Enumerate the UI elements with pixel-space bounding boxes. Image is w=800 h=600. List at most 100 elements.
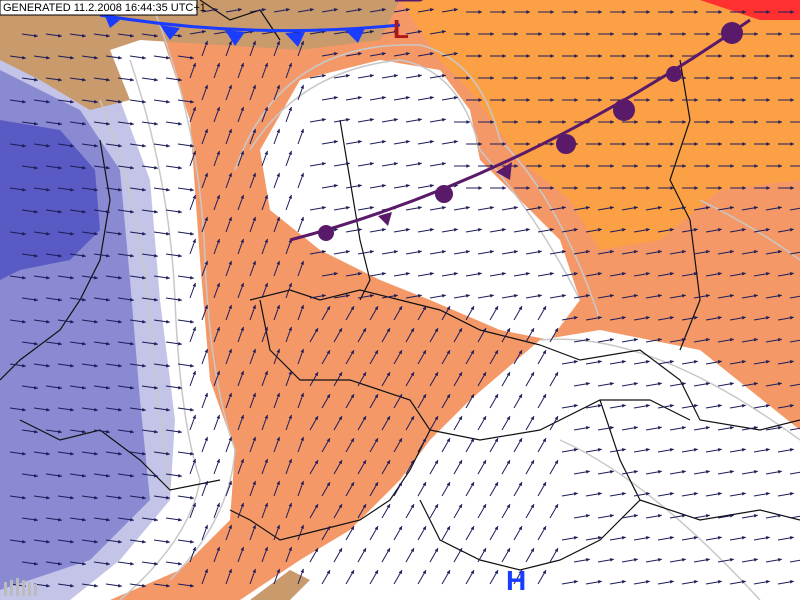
wind-arrow-head	[190, 319, 194, 324]
wind-arrow-head	[228, 128, 232, 133]
wind-arrow-head	[237, 8, 242, 12]
wind-arrow-head	[276, 216, 280, 221]
wind-arrow-head	[216, 502, 220, 507]
wind-arrow-head	[333, 52, 338, 56]
wind-arrow-head	[228, 568, 232, 573]
brown-region	[0, 0, 400, 110]
wind-arrow-head	[501, 228, 506, 232]
wind-arrow-head	[82, 341, 86, 346]
wind-arrow-head	[542, 350, 546, 355]
wind-arrow-head	[441, 294, 446, 298]
wind-arrow-head	[622, 54, 626, 58]
wind-arrow-head	[204, 348, 208, 353]
wind-arrow-head	[693, 580, 698, 584]
wind-arrow-head	[362, 548, 366, 553]
wind-arrow-head	[765, 448, 770, 452]
wind-arrow-head	[216, 326, 220, 331]
wind-arrow-head	[621, 536, 626, 540]
wind-arrow-head	[70, 407, 74, 412]
wind-arrow-head	[166, 539, 170, 544]
wind-arrow-head	[458, 460, 462, 465]
wind-arrow-head	[70, 55, 74, 60]
wind-arrow-head	[502, 98, 506, 102]
wind-arrow-head	[669, 448, 674, 452]
wind-arrow-head	[34, 165, 38, 170]
wind-arrow-head	[694, 98, 698, 102]
wind-arrow-head	[398, 306, 402, 311]
wind-arrow-head	[705, 426, 710, 430]
wind-arrow-head	[252, 172, 256, 177]
wind-arrow-head	[502, 186, 506, 190]
wind-arrow-head	[142, 451, 146, 456]
wind-arrow-head	[228, 260, 232, 265]
wind-arrow-head	[609, 294, 614, 298]
wind-arrow-head	[561, 250, 566, 254]
wind-arrow-head	[178, 473, 182, 478]
wind-arrow	[789, 559, 800, 563]
wind-arrow-head	[70, 231, 74, 236]
wind-arrow-head	[405, 96, 410, 100]
wind-arrow-head	[633, 514, 638, 518]
wind-arrow-head	[58, 165, 62, 170]
wind-arrow-head	[374, 306, 378, 311]
wind-arrow-head	[765, 316, 770, 320]
wind-arrow-head	[405, 8, 410, 12]
wind-arrow-head	[482, 460, 486, 465]
wind-arrow-head	[573, 536, 578, 540]
wind-arrow-head	[681, 426, 686, 430]
occluded-front-symbols	[318, 22, 743, 241]
country-border	[249, 289, 541, 346]
wind-arrow-head	[192, 502, 196, 507]
wind-arrow-head	[410, 328, 414, 333]
wind-arrow-head	[633, 558, 638, 562]
wind-arrow-head	[597, 316, 602, 320]
isoline	[119, 59, 201, 600]
wind-arrow-head	[458, 504, 462, 509]
wind-arrow-head	[705, 250, 710, 254]
wind-arrow-head	[192, 106, 196, 111]
wind-arrow-head	[204, 260, 208, 265]
wind-arrow-head	[777, 514, 782, 518]
wind-arrow-head	[190, 451, 194, 456]
wind-arrow-head	[190, 231, 194, 236]
wind-arrow-head	[730, 164, 734, 168]
wind-arrow-head	[326, 394, 330, 399]
wind-arrow-head	[502, 142, 506, 146]
wind-arrow-head	[506, 328, 510, 333]
wind-arrow-head	[422, 570, 426, 575]
wind-arrow-head	[154, 561, 158, 566]
wind-arrow-head	[441, 162, 446, 166]
wind-arrow-head	[252, 436, 256, 441]
wind-arrow-head	[142, 143, 146, 148]
wind-arrow-head	[22, 363, 26, 368]
wind-arrow-head	[192, 150, 196, 155]
wind-arrow-head	[204, 172, 208, 177]
wind-arrow-head	[58, 121, 62, 126]
wind-arrow-head	[465, 250, 470, 254]
wind-arrow-head	[422, 482, 426, 487]
wind-arrow-head	[790, 186, 794, 190]
wind-arrow-head	[518, 350, 522, 355]
wind-arrow-head	[538, 120, 542, 124]
wind-arrow-head	[82, 33, 86, 38]
wind-arrow	[789, 471, 800, 475]
wind-arrow-head	[501, 272, 506, 276]
wind-arrow-head	[538, 76, 542, 80]
wind-arrow-head	[597, 404, 602, 408]
wind-arrow-head	[718, 142, 722, 146]
wind-arrow-head	[154, 385, 158, 390]
wind-arrow-head	[393, 162, 398, 166]
wind-arrow-head	[490, 76, 494, 80]
wind-arrow-head	[34, 297, 38, 302]
wind-arrow-head	[46, 407, 50, 412]
wind-arrow-head	[526, 186, 530, 190]
wind-arrow-head	[166, 583, 170, 588]
wind-arrow-head	[609, 558, 614, 562]
wind-arrow-head	[598, 54, 602, 58]
wind-arrow-head	[288, 106, 292, 111]
wind-arrow-head	[204, 128, 208, 133]
wind-arrow-head	[682, 32, 686, 36]
wind-arrow-head	[741, 360, 746, 364]
wind-arrow-head	[393, 250, 398, 254]
wind-arrow-head	[717, 580, 722, 584]
